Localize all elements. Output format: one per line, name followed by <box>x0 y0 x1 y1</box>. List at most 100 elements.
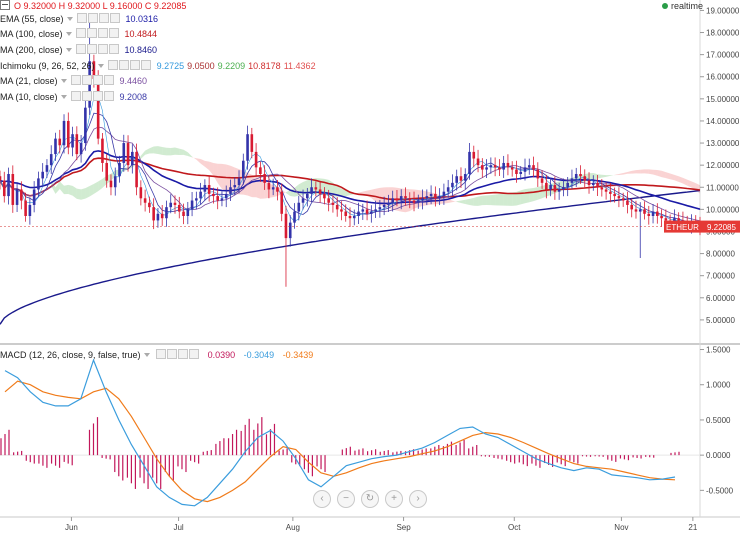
visibility-icon[interactable] <box>81 91 92 101</box>
candle-body <box>502 162 505 170</box>
ichimoku-cloud-segment <box>529 187 534 203</box>
settings-icon[interactable] <box>156 349 167 359</box>
chevron-down-icon[interactable] <box>60 95 67 99</box>
candle-body <box>656 211 659 216</box>
ichimoku-cloud-segment <box>682 177 688 186</box>
indicator-value: 9.2725 <box>156 61 185 71</box>
candle-body <box>523 167 527 172</box>
indicator-legend-row[interactable]: MA (21, close) 9.4460 <box>0 75 147 87</box>
add-icon[interactable] <box>92 91 103 101</box>
candle-body <box>570 178 574 183</box>
macd-value-macd: -0.3049 <box>243 350 275 360</box>
visibility-icon[interactable] <box>86 28 97 38</box>
candle-body <box>139 187 143 199</box>
visibility-icon[interactable] <box>81 75 92 85</box>
candle-body <box>195 198 198 201</box>
ema55-line <box>0 150 701 210</box>
close-icon[interactable] <box>189 349 200 359</box>
indicator-legend-row[interactable]: MA (100, close) 10.4844 <box>0 28 157 40</box>
candle-body <box>177 204 181 212</box>
chevron-down-icon[interactable] <box>97 64 104 68</box>
ichimoku-cloud-segment <box>635 169 641 174</box>
add-icon[interactable] <box>97 44 108 54</box>
scroll-forward-button[interactable]: › <box>409 490 427 508</box>
add-icon[interactable] <box>98 13 109 23</box>
indicator-legend-row[interactable]: MA (10, close) 9.2008 <box>0 91 147 103</box>
close-icon[interactable] <box>103 91 114 101</box>
ichimoku-cloud-segment <box>170 147 175 156</box>
indicator-name: MA (200, close) <box>0 45 63 55</box>
add-icon[interactable] <box>92 75 103 85</box>
close-icon[interactable] <box>103 75 114 85</box>
close-icon[interactable] <box>108 28 119 38</box>
add-icon[interactable] <box>129 60 140 70</box>
scroll-back-button[interactable]: ‹ <box>313 490 331 508</box>
close-icon[interactable] <box>140 60 151 70</box>
chevron-down-icon[interactable] <box>65 32 72 36</box>
chevron-down-icon[interactable] <box>143 353 150 357</box>
candle-body <box>32 189 36 205</box>
candle-body <box>109 180 113 188</box>
candle-body <box>199 191 202 199</box>
ichimoku-cloud-segment <box>405 188 410 213</box>
ichimoku-cloud-segment <box>618 172 624 176</box>
price-tick-label: 6.00000 <box>706 294 735 303</box>
candle-body <box>540 178 544 183</box>
ichimoku-cloud-segment <box>294 184 299 197</box>
indicator-legend-row[interactable]: EMA (55, close) 10.0316 <box>0 13 158 25</box>
chevron-down-icon[interactable] <box>60 79 67 83</box>
zoom-in-button[interactable]: + <box>385 490 403 508</box>
macd-signal-line <box>4 380 676 503</box>
candle-body <box>306 193 309 199</box>
price-tick-label: 8.00000 <box>706 250 735 259</box>
candle-body <box>382 204 386 208</box>
settings-icon[interactable] <box>70 75 81 85</box>
candle-body <box>498 167 501 170</box>
indicator-name: Ichimoku (9, 26, 52, 26) <box>0 61 95 71</box>
ichimoku-cloud-segment <box>589 173 594 181</box>
ichimoku-cloud-segment <box>337 186 342 197</box>
add-icon[interactable] <box>178 349 189 359</box>
chevron-down-icon[interactable] <box>65 48 72 52</box>
candle-body <box>387 202 390 205</box>
candle-body <box>545 182 548 190</box>
settings-icon[interactable] <box>75 44 86 54</box>
candle-body <box>609 191 612 194</box>
indicator-value: 9.4460 <box>119 76 148 86</box>
visibility-icon[interactable] <box>87 13 98 23</box>
visibility-icon[interactable] <box>118 60 129 70</box>
ichimoku-cloud-segment <box>64 184 69 195</box>
collapse-icon[interactable] <box>0 0 10 10</box>
settings-icon[interactable] <box>75 28 86 38</box>
candle-body <box>506 162 510 168</box>
visibility-icon[interactable] <box>86 44 97 54</box>
macd-legend[interactable]: MACD (12, 26, close, 9, false, true) 0.0… <box>0 349 313 361</box>
ichimoku-cloud-segment <box>55 181 60 194</box>
ohlc-high: H 9.32000 <box>58 1 101 11</box>
settings-icon[interactable] <box>107 60 118 70</box>
indicator-legend-row[interactable]: MA (200, close) 10.8460 <box>0 44 157 56</box>
chevron-down-icon[interactable] <box>66 17 73 21</box>
candle-body <box>165 207 168 219</box>
indicator-legend-row[interactable]: Ichimoku (9, 26, 52, 26) 9.2725 9.0500 9.22… <box>0 60 316 72</box>
close-icon[interactable] <box>108 44 119 54</box>
close-icon[interactable] <box>109 13 120 23</box>
visibility-icon[interactable] <box>167 349 178 359</box>
ma21-line <box>0 126 701 222</box>
settings-icon[interactable] <box>76 13 87 23</box>
ichimoku-cloud-segment <box>533 187 538 202</box>
candle-body <box>246 134 249 161</box>
candle-body <box>318 189 322 194</box>
reset-zoom-button[interactable]: ↻ <box>361 490 379 508</box>
zoom-out-button[interactable]: − <box>337 490 355 508</box>
settings-icon[interactable] <box>70 91 81 101</box>
macd-main-line <box>4 358 676 507</box>
candle-body <box>412 200 416 203</box>
ichimoku-cloud-segment <box>623 171 628 175</box>
candle-body <box>143 198 147 203</box>
time-tick-label: Nov <box>614 523 628 532</box>
add-icon[interactable] <box>97 28 108 38</box>
candle-body <box>288 222 292 239</box>
time-tick-label: Jun <box>65 523 78 532</box>
